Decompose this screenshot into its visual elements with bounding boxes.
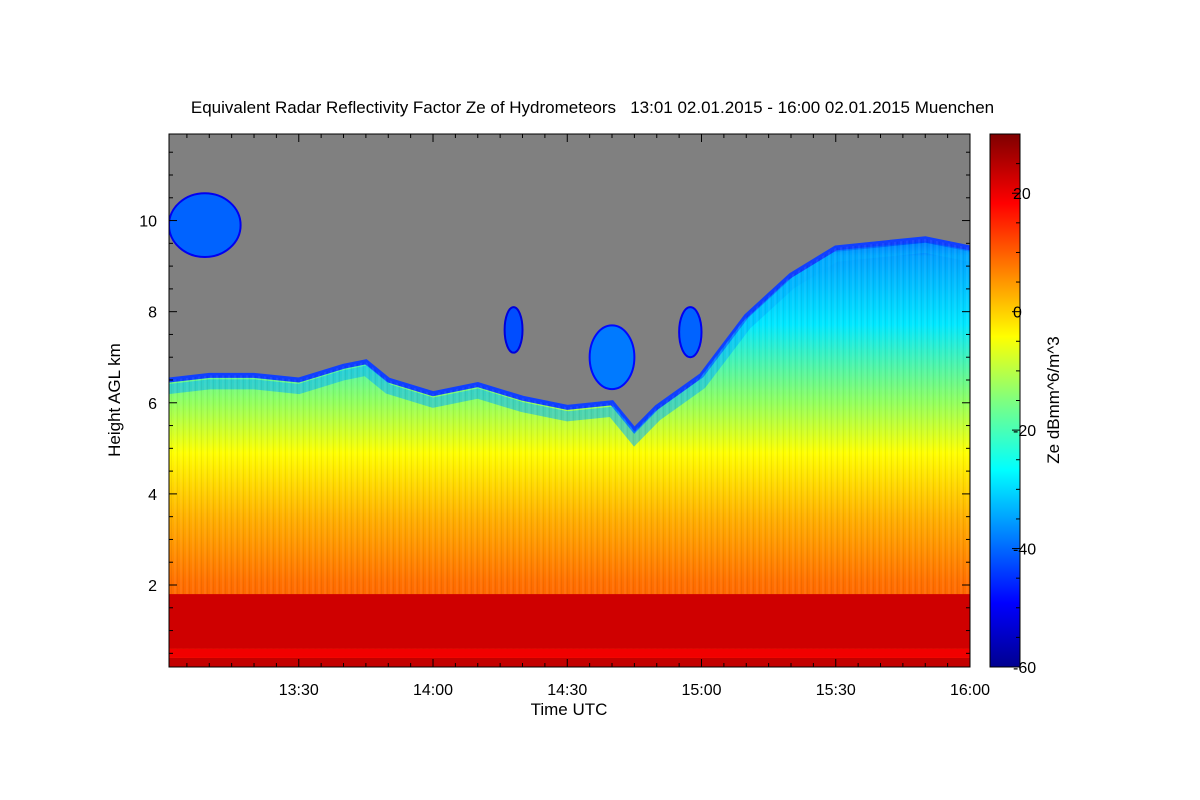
x-tick-label: 15:30 (816, 682, 856, 699)
band-1 (169, 648, 970, 658)
plot-area (169, 134, 970, 667)
cloud-patch-1 (503, 306, 524, 354)
colorbar-gradient (989, 133, 1021, 668)
precip-bands (169, 594, 970, 667)
cloud-patch-3 (678, 306, 703, 359)
band-2 (169, 594, 970, 649)
colorbar: 20 0 -20 -40 -60 (989, 133, 1036, 677)
colorbar-label: Ze dBmm^6/m^3 (1044, 336, 1063, 463)
band-0 (169, 657, 970, 667)
cloud-patch-0 (169, 192, 242, 258)
x-tick-label: 14:30 (547, 682, 587, 699)
x-tick-label: 14:00 (413, 682, 453, 699)
colorbar-tick-label: 0 (1013, 305, 1022, 322)
y-axis-label: Height AGL km (105, 343, 124, 457)
chart-title: Equivalent Radar Reflectivity Factor Ze … (190, 98, 995, 117)
x-axis: 13:30 14:00 14:30 15:00 15:30 16:00 (186, 134, 990, 699)
fall-streaks (169, 238, 970, 667)
colorbar-tick-label: -20 (1013, 423, 1036, 440)
y-axis: 2 4 6 8 10 (139, 151, 970, 654)
reflectivity-field (169, 236, 970, 667)
colorbar-tick-label: -40 (1013, 542, 1036, 559)
y-tick-label: 2 (148, 578, 157, 595)
x-tick-label: 16:00 (950, 682, 990, 699)
colorbar-tick-label: -60 (1013, 660, 1036, 677)
cloud-patch-2 (588, 324, 636, 391)
y-tick-label: 4 (148, 487, 157, 504)
y-tick-label: 6 (148, 396, 157, 413)
x-tick-label: 13:30 (279, 682, 319, 699)
y-tick-label: 8 (148, 305, 157, 322)
plot-frame (168, 133, 971, 668)
x-axis-label: Time UTC (531, 700, 608, 719)
colorbar-tick-label: 20 (1013, 186, 1031, 203)
isolated-patches (169, 192, 703, 391)
x-tick-label: 15:00 (681, 682, 721, 699)
y-tick-label: 10 (139, 214, 157, 231)
